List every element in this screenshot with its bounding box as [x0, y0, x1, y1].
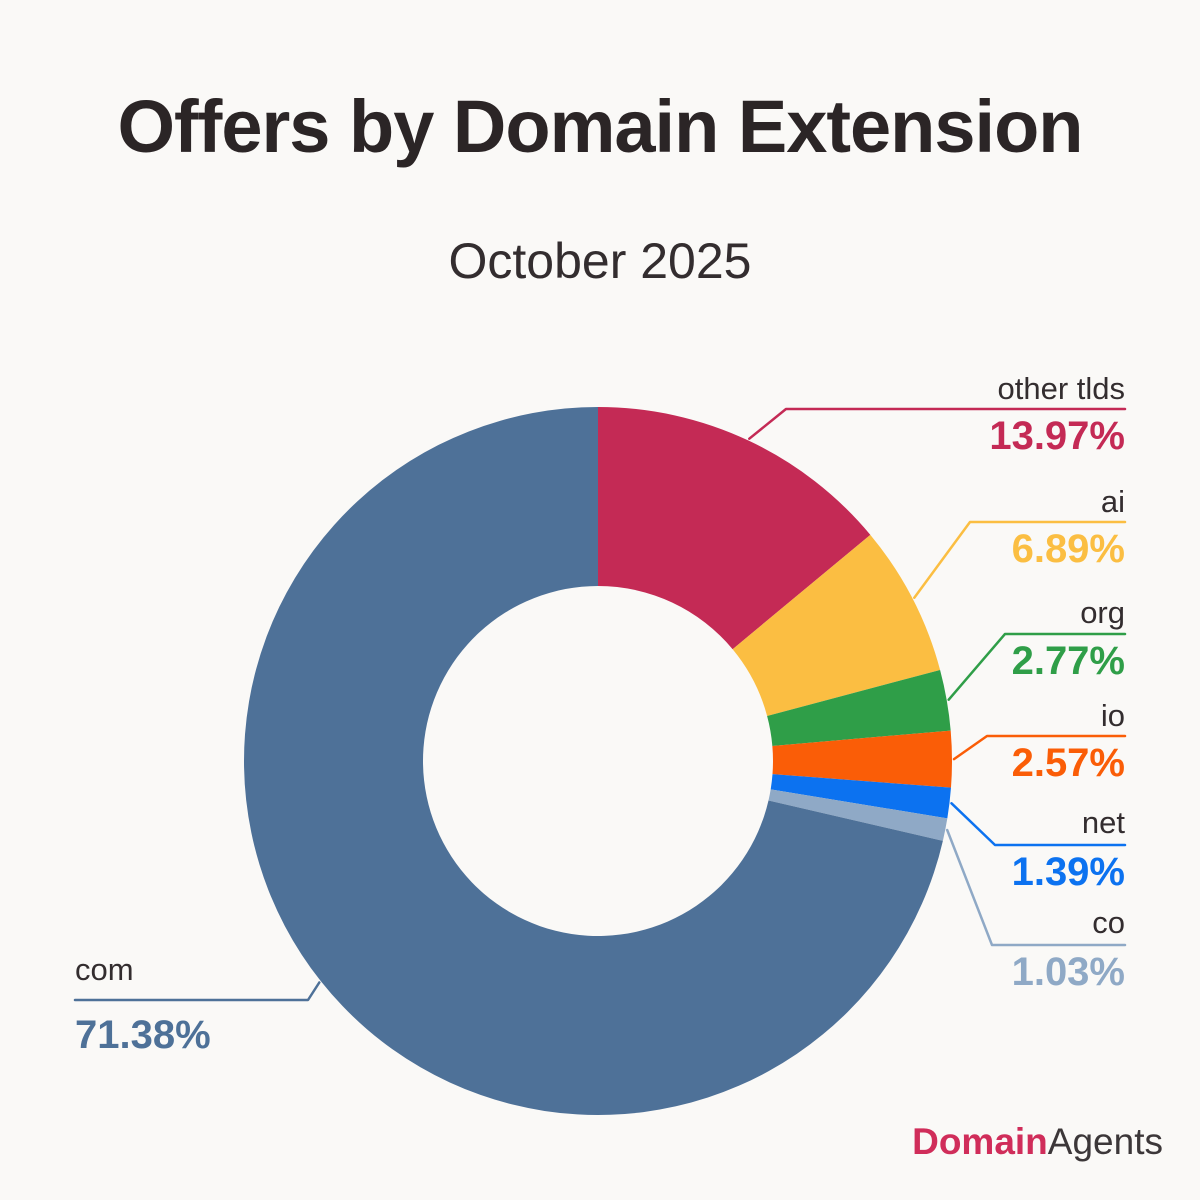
slice-label: com: [75, 952, 134, 987]
pie-slice-org: [767, 669, 951, 746]
slice-label: net: [1082, 805, 1125, 840]
slice-label: io: [1101, 698, 1125, 733]
pie-slice-com: [243, 407, 943, 1116]
leader-line-io: [952, 734, 1127, 761]
slice-label: other tlds: [997, 371, 1125, 406]
leader-line-co: [945, 828, 1127, 947]
slice-label: co: [1092, 905, 1125, 940]
slice-label: org: [1080, 595, 1125, 630]
leader-line-net: [950, 802, 1127, 847]
brand-logo-domain: Domain: [912, 1121, 1048, 1162]
pie-slice-net: [770, 774, 951, 819]
callout-org: org 2.77%: [1012, 595, 1125, 683]
slice-percent: 1.03%: [1012, 950, 1125, 994]
slice-label: ai: [1101, 484, 1125, 519]
slice-percent: 1.39%: [1012, 850, 1125, 894]
callout-net: net 1.39%: [1012, 805, 1126, 894]
callout-com: com 71.38%: [75, 952, 211, 1057]
leader-line-ai: [913, 520, 1127, 599]
callout-labels: other tlds 13.97% ai 6.89% org 2.77% io …: [75, 371, 1125, 1057]
leader-line-org: [947, 632, 1127, 701]
callout-io: io 2.57%: [1012, 698, 1125, 785]
pie-slice-io: [772, 730, 952, 788]
leader-line-other-tlds: [748, 407, 1127, 440]
page-title: Offers by Domain Extension: [117, 85, 1084, 168]
donut-slices: [243, 407, 952, 1116]
pie-slice-co: [768, 789, 948, 841]
brand-logo-agents: Agents: [1047, 1121, 1163, 1162]
page-subtitle: October 2025: [448, 233, 752, 289]
slice-percent: 71.38%: [75, 1013, 211, 1057]
callout-leader-lines: [73, 407, 1127, 1002]
brand-logo: DomainAgents: [912, 1121, 1163, 1163]
pie-slice-ai: [732, 534, 941, 716]
slice-percent: 13.97%: [989, 414, 1125, 458]
callout-ai: ai 6.89%: [1012, 484, 1125, 571]
callout-co: co 1.03%: [1012, 905, 1125, 994]
slice-percent: 2.57%: [1012, 741, 1125, 785]
pie-slice-other-tlds: [598, 407, 871, 650]
callout-other-tlds: other tlds 13.97%: [989, 371, 1125, 458]
leader-line-com: [73, 981, 321, 1002]
slice-percent: 6.89%: [1012, 527, 1125, 571]
slice-percent: 2.77%: [1012, 639, 1125, 683]
